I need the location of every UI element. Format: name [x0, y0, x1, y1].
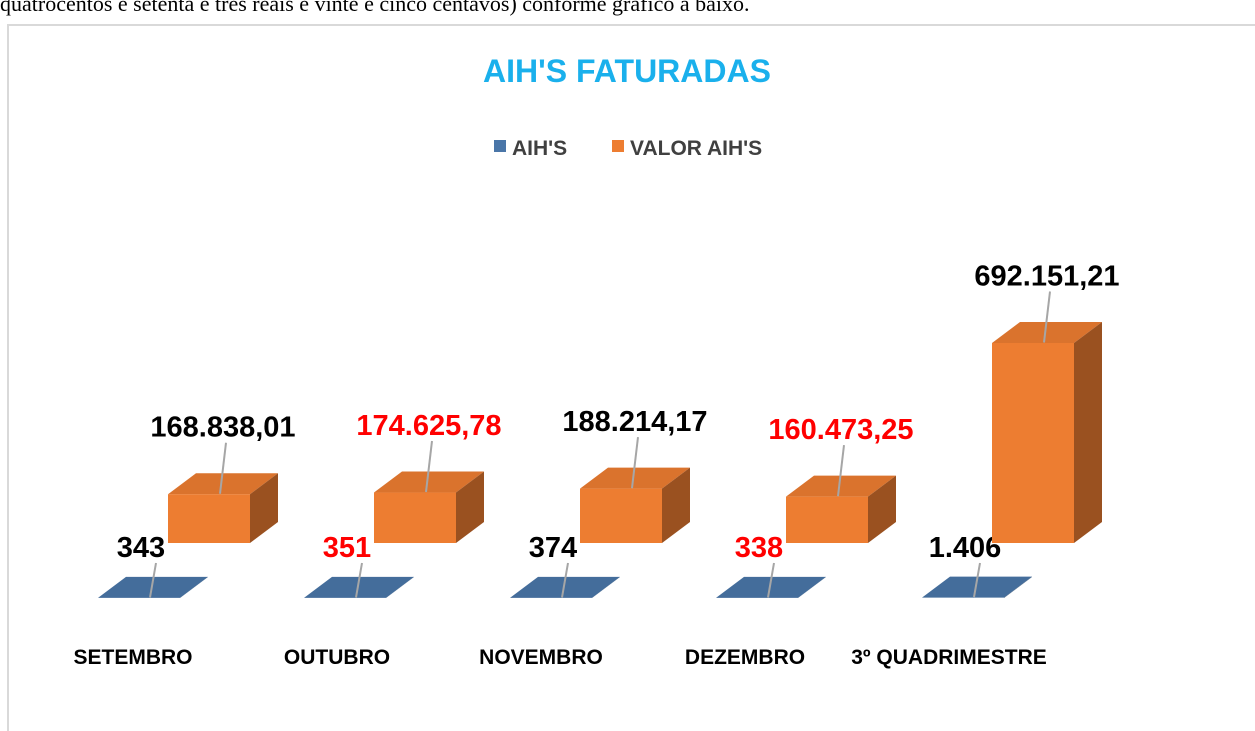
bar-top [786, 475, 896, 497]
chart-title: AIH'S FATURADAS [483, 53, 771, 89]
bar-front [374, 492, 456, 543]
bar [992, 322, 1102, 543]
bar-top [304, 576, 414, 598]
x-tick-label: SETEMBRO [73, 646, 192, 669]
bar-top [98, 576, 208, 598]
bar-top [580, 467, 690, 489]
leader-line [767, 562, 775, 598]
data-label: 338 [735, 532, 783, 564]
x-tick-label: NOVEMBRO [479, 646, 603, 669]
leader-line [1043, 291, 1051, 343]
bar [98, 576, 208, 598]
bar-top [168, 473, 278, 495]
x-tick-label: 3º QUADRIMESTRE [851, 646, 1047, 669]
data-label: 1.406 [929, 532, 1002, 564]
bar-side [386, 576, 414, 598]
legend-label: AIH'S [512, 137, 567, 160]
bar-side [180, 576, 208, 598]
bar [922, 576, 1032, 598]
legend-label: VALOR AIH'S [630, 137, 762, 160]
bar [510, 576, 620, 598]
leader-line [425, 440, 433, 493]
bar-front [168, 494, 250, 543]
bar [580, 467, 690, 543]
bar-side [592, 576, 620, 598]
bar [304, 576, 414, 598]
x-tick-label: OUTUBRO [284, 646, 390, 669]
data-label: 188.214,17 [562, 406, 707, 438]
page-text: quatrocentos e setenta e três reais e vi… [0, 0, 750, 16]
bar-side [798, 576, 826, 598]
data-label: 168.838,01 [150, 412, 295, 444]
leader-line [149, 562, 157, 598]
legend-swatch [612, 140, 624, 152]
bar-side [456, 471, 484, 543]
bar-top [922, 576, 1032, 598]
bar-side [250, 473, 278, 543]
leader-line [219, 442, 227, 494]
bar-top [716, 576, 826, 598]
bar-side [662, 467, 690, 543]
leader-line [837, 445, 845, 497]
leader-line [355, 562, 363, 598]
bar [716, 576, 826, 598]
bar [374, 471, 484, 543]
data-label: 174.625,78 [356, 410, 501, 442]
data-label: 160.473,25 [768, 414, 913, 446]
legend-swatch [494, 140, 506, 152]
data-label: 351 [323, 532, 371, 564]
x-tick-label: DEZEMBRO [685, 646, 805, 669]
data-label: 692.151,21 [974, 261, 1119, 293]
bar-front [992, 343, 1074, 543]
bar [786, 475, 896, 543]
bar-side [1074, 322, 1102, 543]
bar-side [1004, 576, 1032, 598]
bar-top [510, 576, 620, 598]
leader-line [631, 436, 639, 489]
leader-line [973, 562, 981, 598]
leader-line [561, 562, 569, 598]
bar-top [374, 471, 484, 493]
chart-border [7, 24, 1255, 731]
bar-front [580, 488, 662, 543]
bar-top [992, 322, 1102, 343]
bar-side [868, 475, 896, 543]
data-label: 343 [117, 532, 165, 564]
data-label: 374 [529, 532, 577, 564]
bar-front [786, 496, 868, 543]
bar [168, 473, 278, 543]
